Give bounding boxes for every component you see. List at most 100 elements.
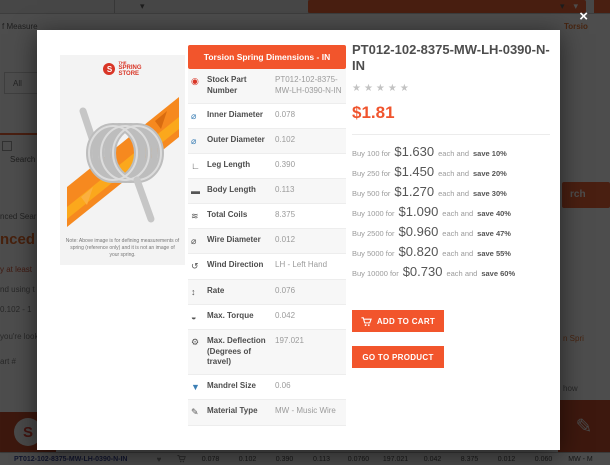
brand-spring-label: SPRING (118, 65, 142, 71)
brand-store-label: STORE (118, 71, 140, 77)
tier-price: $0.820 (398, 244, 439, 260)
add-to-cart-button[interactable]: ADD TO CART (352, 310, 444, 333)
dimension-value: 0.076 (275, 285, 296, 295)
spring-reference-image: S THE SPRING STORE (60, 55, 185, 265)
table-row: ▬ Body Length 0.113 (188, 179, 346, 205)
table-row: ⌀ Wire Diameter 0.012 (188, 229, 346, 255)
dimension-label: Outer Diameter (207, 134, 265, 144)
dimension-value: 0.06 (275, 381, 291, 391)
dimension-value: MW - Music Wire (275, 406, 336, 416)
torsion-spring-illustration (66, 97, 179, 227)
inner-diameter-icon: ⌀ (191, 110, 197, 121)
go-to-product-button[interactable]: GO TO PRODUCT (352, 346, 444, 369)
tier-save: save 40% (477, 209, 511, 219)
table-row: ≋ Total Coils 8.375 (188, 204, 346, 230)
brand-logo: S THE SPRING STORE (103, 60, 142, 77)
price-tier: Buy 1000 for $1.090 each and save 40% (352, 204, 550, 224)
outer-diameter-icon: ⌀ (191, 135, 197, 146)
tier-price: $1.450 (394, 164, 435, 180)
price-tier: Buy 500 for $1.270 each and save 30% (352, 184, 550, 204)
max-deflection-icon: ⚙ (191, 336, 200, 347)
tier-price: $1.270 (394, 184, 435, 200)
dimension-label: Max. Torque (207, 310, 254, 320)
dimension-value: 0.113 (275, 185, 295, 195)
body-length-icon: ▬ (191, 186, 200, 197)
cart-icon (361, 316, 372, 326)
mandrel-size-icon: ▼ (191, 382, 200, 393)
divider (352, 134, 550, 136)
tier-mid: each and (446, 269, 478, 279)
tier-mid: each and (442, 209, 474, 219)
product-price: $1.81 (352, 103, 395, 123)
tier-price: $1.630 (394, 144, 435, 160)
table-row: ⌀ Outer Diameter 0.102 (188, 128, 346, 154)
dimension-label: Leg Length (207, 159, 251, 169)
dimension-value: 0.102 (275, 134, 296, 144)
tier-qty: Buy 1000 for (352, 209, 395, 219)
table-row: ∟ Leg Length 0.390 (188, 153, 346, 180)
go-to-product-label: GO TO PRODUCT (362, 352, 434, 362)
rating-stars: ★★★★★ (352, 83, 412, 95)
dimension-value: 0.390 (275, 159, 296, 169)
tier-qty: Buy 250 for (352, 169, 391, 179)
table-row: ◉ Stock Part Number PT012-102-8375-MW-LH… (188, 69, 346, 104)
price-tier: Buy 100 for $1.630 each and save 10% (352, 144, 550, 164)
dimension-label: Body Length (207, 185, 256, 195)
tier-qty: Buy 100 for (352, 149, 391, 159)
dimension-value: 197.021 (275, 335, 304, 345)
dimension-value: 0.012 (275, 235, 296, 245)
leg-length-icon: ∟ (191, 160, 200, 171)
tier-save: save 30% (473, 189, 507, 199)
material-type-icon: ✎ (191, 407, 199, 418)
price-tier: Buy 5000 for $0.820 each and save 55% (352, 244, 550, 264)
dimension-value: 0.078 (275, 109, 296, 119)
price-tier: Buy 10000 for $0.730 each and save 60% (352, 264, 550, 284)
dimension-label: Stock Part Number (207, 75, 247, 95)
dimension-label: Material Type (207, 406, 258, 416)
tier-mid: each and (442, 249, 474, 259)
dimension-label: Wind Direction (207, 260, 264, 270)
total-coils-icon: ≋ (191, 211, 199, 222)
dimension-label: Rate (207, 285, 225, 295)
table-row: ◒ Max. Torque 0.042 (188, 304, 346, 330)
wire-diameter-icon: ⌀ (191, 236, 197, 247)
brand-logo-icon: S (103, 63, 116, 75)
table-row: ↺ Wind Direction LH - Left Hand (188, 254, 346, 280)
tier-qty: Buy 10000 for (352, 269, 399, 279)
dimension-value: 8.375 (275, 210, 296, 220)
close-icon[interactable]: × (579, 8, 588, 25)
dimension-value: PT012-102-8375-MW-LH-0390-N-IN (275, 75, 342, 95)
max-torque-icon: ◒ (191, 311, 197, 322)
brand-logo-icon: ◉ (191, 76, 199, 86)
wind-direction-icon: ↺ (191, 261, 199, 272)
dimensions-table: Torsion Spring Dimensions - IN ◉ Stock P… (188, 45, 346, 426)
product-title: PT012-102-8375-MW-LH-0390-N-IN (352, 42, 550, 73)
add-to-cart-label: ADD TO CART (376, 316, 436, 326)
tier-mid: each and (442, 229, 474, 239)
tier-mid: each and (438, 149, 469, 159)
dimension-value: 0.042 (275, 310, 296, 320)
tier-save: save 60% (481, 269, 516, 279)
product-info-panel: PT012-102-8375-MW-LH-0390-N-IN ★★★★★ $1.… (352, 42, 550, 369)
quick-view-modal: S THE SPRING STORE (37, 30, 560, 450)
table-row: ⌀ Inner Diameter 0.078 (188, 103, 346, 129)
table-row: ↕ Rate 0.076 (188, 279, 346, 305)
table-row: ⚙ Max. Deflection (Degrees of travel) 19… (188, 329, 346, 376)
tier-mid: each and (438, 169, 469, 179)
table-row: ✎ Material Type MW - Music Wire (188, 400, 346, 426)
tier-mid: each and (438, 189, 469, 199)
dimension-label: Max. Deflection (Degrees of travel) (207, 335, 266, 367)
dimension-value: LH - Left Hand (275, 260, 328, 270)
price-tier: Buy 2500 for $0.960 each and save 47% (352, 224, 550, 244)
tier-save: save 55% (477, 249, 511, 259)
brand-the-label: THE (118, 60, 127, 65)
tier-save: save 20% (473, 169, 507, 179)
rate-icon: ↕ (191, 286, 196, 297)
tier-price: $0.730 (402, 264, 443, 280)
tier-price: $0.960 (398, 224, 439, 240)
dimension-label: Wire Diameter (207, 235, 261, 245)
tier-qty: Buy 500 for (352, 189, 391, 199)
dimensions-table-title: Torsion Spring Dimensions - IN (188, 45, 346, 69)
tier-qty: Buy 5000 for (352, 249, 395, 259)
